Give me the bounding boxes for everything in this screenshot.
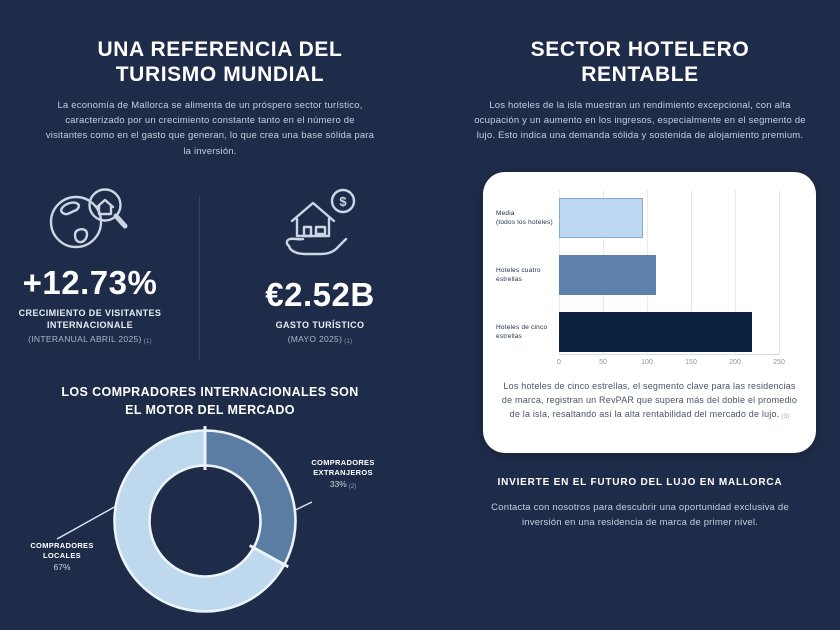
donut-inner-outline bbox=[148, 464, 262, 578]
stat-international-visitors: +12.73% CRECIMIENTO DE VISITANTES INTERN… bbox=[0, 186, 180, 345]
stats-divider bbox=[199, 196, 200, 361]
bar-category-cuatro: Hoteles cuatro estrellas bbox=[496, 266, 541, 283]
contact-text: Contacta con nosotros para descubrir una… bbox=[491, 502, 789, 529]
gridline bbox=[735, 190, 736, 355]
x-tick-0: 0 bbox=[557, 359, 561, 366]
revpar-chart-card: 0 50 100 150 200 250 Media (todos los ho… bbox=[483, 172, 816, 453]
bar-media-hoteles bbox=[559, 198, 644, 238]
visitors-growth-value: +12.73% bbox=[22, 264, 158, 301]
dollar-sign-glyph: $ bbox=[339, 194, 347, 209]
x-axis-line bbox=[559, 354, 779, 355]
buyers-donut-chart bbox=[56, 426, 313, 613]
gridline bbox=[691, 190, 692, 355]
gridline bbox=[779, 190, 780, 355]
invest-heading: INVIERTE EN EL FUTURO DEL LUJO EN MALLOR… bbox=[497, 477, 783, 488]
x-tick-100: 100 bbox=[641, 359, 653, 366]
footnote-marker: (1) bbox=[344, 339, 353, 346]
x-tick-250: 250 bbox=[773, 359, 785, 366]
x-tick-150: 150 bbox=[685, 359, 697, 366]
footnote-marker: (2) bbox=[348, 484, 357, 491]
x-tick-200: 200 bbox=[729, 359, 741, 366]
footnote-marker: (1) bbox=[143, 339, 152, 346]
buyers-chart-title: LOS COMPRADORES INTERNACIONALES SON EL M… bbox=[61, 385, 359, 418]
spending-label: GASTO TURÍSTICO bbox=[275, 320, 365, 330]
x-tick-50: 50 bbox=[599, 359, 607, 366]
stat-tourist-spending: $ €2.52B GASTO TURÍSTICO (MAYO 2025) (1) bbox=[230, 188, 410, 345]
visitors-growth-label: CRECIMIENTO DE VISITANTES INTERNACIONALE bbox=[18, 308, 162, 331]
house-hand-dollar-icon: $ bbox=[285, 188, 356, 256]
left-intro-text: La economía de Mallorca se alimenta de u… bbox=[45, 100, 375, 157]
leader-line-locales bbox=[56, 504, 119, 540]
bar-category-cinco: Hoteles de cinco estrellas bbox=[496, 323, 548, 340]
spending-sublabel: (MAYO 2025) (1) bbox=[287, 334, 353, 346]
bar-category-media: Media (todos los hoteles) bbox=[496, 209, 553, 226]
bar-cuatro-estrellas bbox=[559, 255, 656, 295]
left-section-title: UNA REFERENCIA DEL TURISMO MUNDIAL bbox=[97, 38, 343, 86]
bar-cinco-estrellas bbox=[559, 312, 752, 352]
revpar-bar-chart: 0 50 100 150 200 250 bbox=[557, 190, 785, 366]
donut-label-extranjeros: COMPRADORES EXTRANJEROS 33% (2) bbox=[311, 458, 375, 491]
globe-magnifier-icon bbox=[49, 188, 128, 249]
footnote-marker: (3) bbox=[781, 413, 790, 420]
visitors-growth-sublabel: (INTERANUAL ABRIL 2025) (1) bbox=[28, 334, 152, 346]
donut-segment-gap bbox=[248, 544, 289, 569]
donut-label-locales: COMPRADORES LOCALES 67% bbox=[30, 541, 94, 573]
revpar-note: Los hoteles de cinco estrellas, el segme… bbox=[501, 381, 798, 420]
right-section-title: SECTOR HOTELERO RENTABLE bbox=[530, 38, 750, 86]
spending-value: €2.52B bbox=[265, 276, 375, 313]
right-intro-text: Los hoteles de la isla muestran un rendi… bbox=[474, 100, 806, 142]
